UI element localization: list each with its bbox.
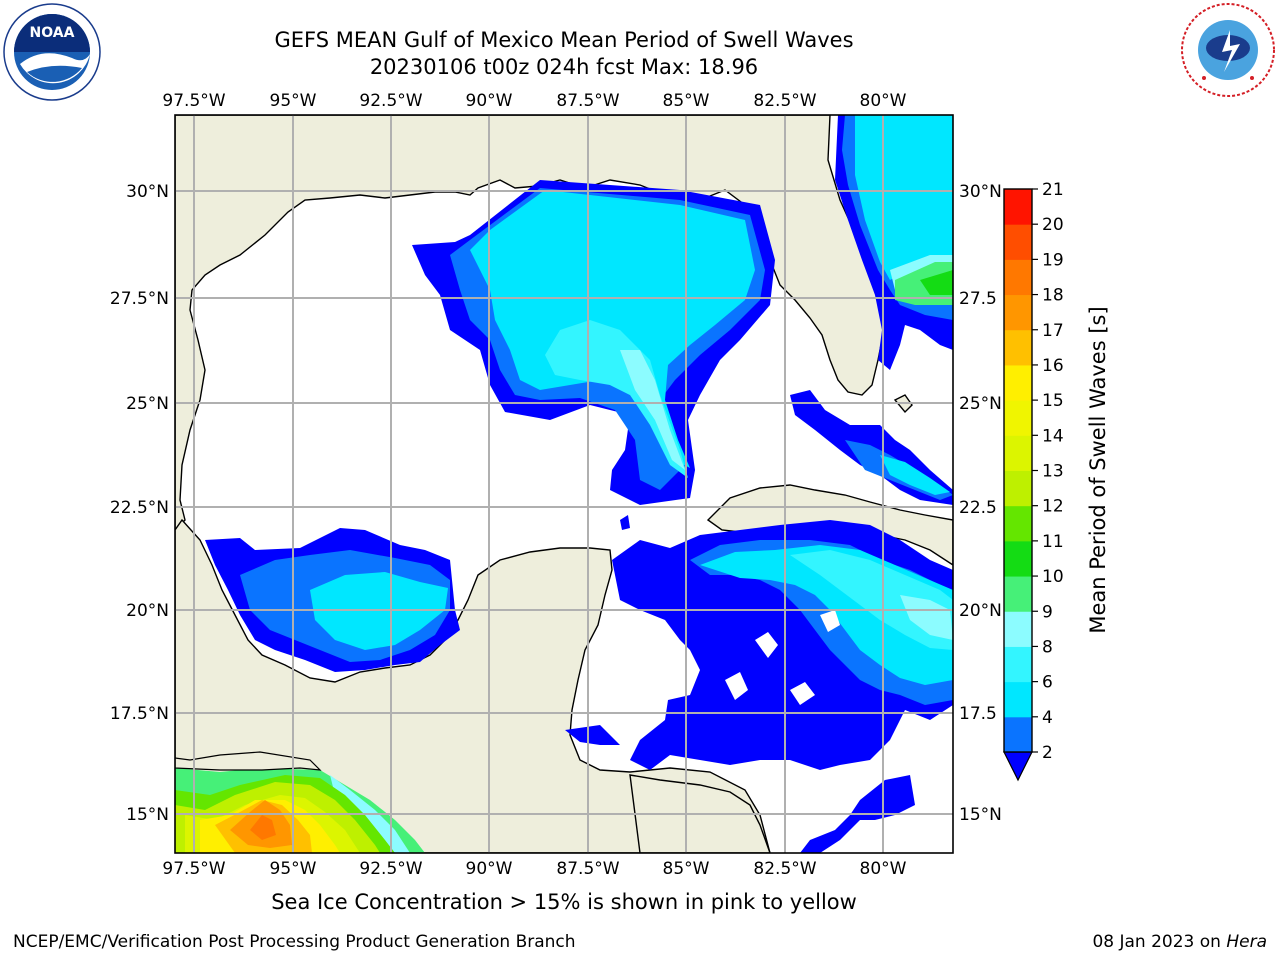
lon-label: 82.5°W xyxy=(753,859,816,879)
mexico-land xyxy=(175,518,771,853)
colorbar-tick-label: 15 xyxy=(1042,391,1064,411)
lon-label: 85°W xyxy=(663,859,710,879)
colorbar-segment xyxy=(1004,681,1032,718)
colorbar-segment xyxy=(1004,224,1032,260)
colorbar-segment xyxy=(1004,259,1032,296)
lat-label: 22.5°N xyxy=(110,498,169,518)
colorbar-tick-label: 4 xyxy=(1042,708,1053,728)
colorbar-tick-label: 17 xyxy=(1042,321,1064,341)
colorbar: 2 4 6 8 9 10 11 12 13 14 15 16 17 18 19 20 21 Mean Perio… xyxy=(1003,180,1110,782)
lat-label: 25°N xyxy=(126,394,169,414)
lon-label: 90°W xyxy=(466,91,513,111)
lat-label: 17.5 xyxy=(959,704,997,724)
lat-label: 20°N xyxy=(959,601,1002,621)
colorbar-tick-label: 2 xyxy=(1042,743,1053,763)
noaa-logo: NOAA xyxy=(2,2,102,106)
colorbar-tick-label: 8 xyxy=(1042,637,1053,657)
colorbar-segment xyxy=(1004,294,1032,331)
lon-label: 97.5°W xyxy=(162,91,225,111)
lon-labels-top: 97.5°W 95°W 92.5°W 90°W 87.5°W 85°W 82.5… xyxy=(162,91,906,111)
lat-label: 15°N xyxy=(126,805,169,825)
lon-label: 82.5°W xyxy=(753,91,816,111)
colorbar-segment xyxy=(1004,540,1032,577)
map-frame xyxy=(174,114,954,854)
colorbar-tick-label: 18 xyxy=(1042,286,1064,306)
map-title: GEFS MEAN Gulf of Mexico Mean Period of … xyxy=(274,28,854,52)
lon-label: 80°W xyxy=(860,859,907,879)
lon-labels-bottom: 97.5°W 95°W 92.5°W 90°W 87.5°W 85°W 82.5… xyxy=(162,859,906,879)
colorbar-segment xyxy=(1004,716,1032,753)
colorbar-tick-label: 19 xyxy=(1042,250,1064,270)
colorbar-tick-label: 14 xyxy=(1042,426,1064,446)
colorbar-label: Mean Period of Swell Waves [s] xyxy=(1086,306,1110,633)
colorbar-segment xyxy=(1004,470,1032,507)
colorbar-segment xyxy=(1004,400,1032,436)
sea-ice-note: Sea Ice Concentration > 15% is shown in … xyxy=(271,890,857,914)
colorbar-tick-label: 9 xyxy=(1042,602,1053,622)
colorbar-tick-label: 10 xyxy=(1042,567,1064,587)
nws-logo xyxy=(1178,0,1278,104)
lon-label: 92.5°W xyxy=(359,91,422,111)
footer-date-text: 08 Jan 2023 on xyxy=(1092,932,1227,952)
colorbar-tick-label: 21 xyxy=(1042,180,1064,200)
lon-label: 92.5°W xyxy=(359,859,422,879)
colorbar-extend-arrow xyxy=(1003,751,1033,782)
lon-label: 80°W xyxy=(860,91,907,111)
colorbar-tick-label: 6 xyxy=(1042,673,1053,693)
lon-label: 95°W xyxy=(270,91,317,111)
graticule xyxy=(175,115,953,853)
swell-field xyxy=(205,115,953,853)
colorbar-tick-label: 16 xyxy=(1042,356,1064,376)
lon-label: 87.5°W xyxy=(556,859,619,879)
lat-labels-left: 30°N 27.5°N 25°N 22.5°N 20°N 17.5°N 15°N xyxy=(110,182,169,825)
lat-label: 22.5 xyxy=(959,498,997,518)
colorbar-tick-label: 20 xyxy=(1042,215,1064,235)
footer-date: 08 Jan 2023 on Hera xyxy=(1092,932,1267,952)
lat-label: 27.5 xyxy=(959,289,997,309)
us-gulf-coast xyxy=(175,115,885,531)
colorbar-segment xyxy=(1004,329,1032,366)
map-subtitle: 20230106 t00z 024h fcst Max: 18.96 xyxy=(369,55,759,79)
colorbar-segment xyxy=(1004,189,1032,225)
colorbar-segment xyxy=(1004,576,1032,612)
lat-label: 27.5°N xyxy=(110,289,169,309)
noaa-logo-text: NOAA xyxy=(30,25,75,41)
map-area xyxy=(175,115,953,853)
colorbar-segment xyxy=(1004,435,1032,471)
colorbar-segment xyxy=(1004,611,1032,647)
colorbar-segment xyxy=(1004,646,1032,683)
lon-label: 97.5°W xyxy=(162,859,225,879)
colorbar-tick-label: 12 xyxy=(1042,497,1064,517)
footer-host: Hera xyxy=(1226,932,1267,952)
lon-label: 85°W xyxy=(663,91,710,111)
lat-label: 25°N xyxy=(959,394,1002,414)
lon-label: 87.5°W xyxy=(556,91,619,111)
lon-label: 90°W xyxy=(466,859,513,879)
footer-credit: NCEP/EMC/Verification Post Processing Pr… xyxy=(13,932,576,952)
lat-label: 15°N xyxy=(959,805,1002,825)
colorbar-segment xyxy=(1004,505,1032,542)
colorbar-segment xyxy=(1004,364,1032,401)
lat-label: 30°N xyxy=(126,182,169,202)
colorbar-tick-label: 13 xyxy=(1042,462,1064,482)
lon-label: 95°W xyxy=(270,859,317,879)
lat-label: 17.5°N xyxy=(110,704,169,724)
lat-label: 30°N xyxy=(959,182,1002,202)
lat-label: 20°N xyxy=(126,601,169,621)
lat-labels-right: 30°N 27.5 25°N 22.5 20°N 17.5 15°N xyxy=(959,182,1002,825)
colorbar-tick-label: 11 xyxy=(1042,532,1064,552)
